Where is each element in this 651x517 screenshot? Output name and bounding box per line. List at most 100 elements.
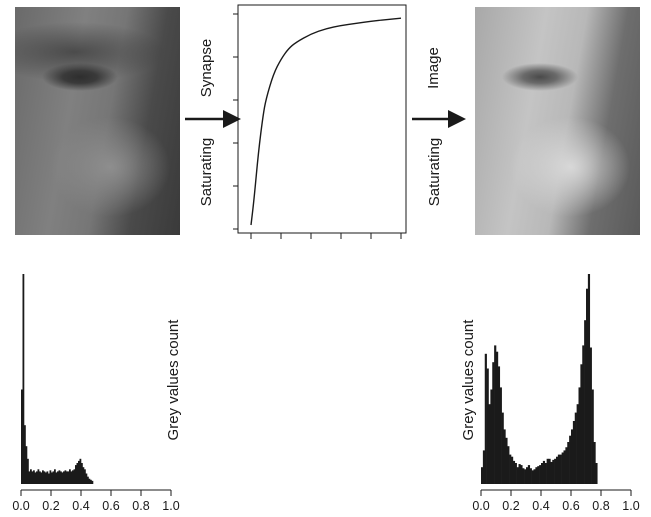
label-saturating-right: Saturating <box>426 137 443 207</box>
hist-left-bar <box>85 473 88 484</box>
label-image: Image <box>425 47 442 89</box>
hist-left-bar <box>37 469 40 484</box>
hist-right-bar <box>522 468 525 484</box>
hist-right-bar <box>484 353 487 484</box>
hist-right-xtick-label: 0.0 <box>472 499 489 513</box>
hist-right-bar <box>527 465 531 484</box>
hist-left-bar <box>75 465 77 484</box>
hist-left-xtick-label: 0.6 <box>102 499 119 513</box>
hist-left-bar <box>63 471 65 484</box>
hist-right-bar <box>505 437 508 484</box>
hist-left-bar <box>49 470 52 484</box>
hist-left-bar <box>58 470 61 484</box>
hist-right-bar <box>572 421 576 484</box>
hist-left-bar <box>79 458 82 484</box>
hist-right-bar <box>586 288 589 484</box>
hist-right-bar <box>571 429 574 484</box>
hist-right-bar <box>552 459 555 484</box>
hist-right-xtick-label: 0.8 <box>592 499 609 513</box>
hist-left-bar <box>45 472 47 484</box>
hist-left-bar <box>39 471 41 484</box>
hist-left-bar <box>30 469 32 484</box>
hist-right-bar <box>587 274 591 484</box>
hist-left-bar <box>33 470 35 484</box>
hist-right-bar <box>576 404 579 484</box>
hist-left-bar <box>54 469 56 484</box>
hist-right-bar <box>492 362 495 484</box>
hist-right-bar <box>554 458 557 484</box>
hist-right-bar <box>595 463 598 484</box>
hist-left-bar <box>88 478 91 484</box>
hist-left-bar <box>72 470 74 484</box>
hist-left-bar <box>82 467 85 484</box>
hist-left-bar <box>66 471 68 484</box>
hist-left-bar <box>69 469 71 484</box>
saturation-curve-line <box>250 17 402 226</box>
hist-left-bar <box>84 469 86 484</box>
hist-left-bar <box>64 470 67 484</box>
hist-left-bar <box>40 472 43 484</box>
hist-right-bar <box>499 387 502 484</box>
hist-right-bar <box>509 454 512 484</box>
hist-right-bar <box>539 465 542 484</box>
saturation-curve-plot <box>233 4 407 239</box>
hist-right-bar <box>567 442 570 484</box>
label-synapse: Synapse <box>198 38 215 98</box>
histogram-saturated: 0.0 0.2 0.4 0.6 0.8 1.0 <box>472 274 640 513</box>
hist-right-bar <box>518 464 521 484</box>
hist-left-bar <box>34 472 37 484</box>
hist-right-bar <box>542 460 546 484</box>
hist-left-bar <box>21 389 23 484</box>
hist-left-bar <box>67 471 70 484</box>
saturated-face-image <box>475 7 640 235</box>
hist-left-bar <box>70 471 73 484</box>
hist-right-xtick-label: 0.2 <box>502 499 519 513</box>
hist-right-bar <box>546 458 549 484</box>
hist-left-bar <box>76 463 79 484</box>
hist-right-bar <box>578 387 581 484</box>
hist-right-bar <box>589 347 592 484</box>
hist-left-bar <box>25 446 28 484</box>
hist-right-bar <box>584 320 587 484</box>
hist-left-bar <box>87 476 89 484</box>
hist-right-bar <box>580 364 583 484</box>
hist-right-bar <box>516 467 519 484</box>
hist-left-bar <box>43 471 46 484</box>
hist-right-bar <box>569 435 572 484</box>
hist-left-bar <box>81 463 83 484</box>
hist-right-bar <box>563 450 566 484</box>
hist-right-bar <box>541 463 544 484</box>
hist-left-bar <box>28 471 31 484</box>
hist-right-bar <box>497 366 501 484</box>
hist-left-xtick-label: 0.2 <box>42 499 59 513</box>
hist-right-bar <box>544 463 547 484</box>
hist-right-xtick-label: 0.6 <box>562 499 579 513</box>
plot-frame <box>237 4 407 234</box>
hist-right-bar <box>481 467 484 484</box>
hist-right-bar <box>482 450 486 484</box>
hist-left-bar <box>31 471 34 484</box>
hist-right-xtick-label: 0.4 <box>532 499 549 513</box>
hist-right-bar <box>526 467 529 484</box>
hist-right-bar <box>565 447 568 484</box>
hist-left-ylabel: Grey values count <box>165 319 182 441</box>
hist-right-bar <box>556 456 559 484</box>
hist-right-bar <box>548 458 551 484</box>
histogram-original: 0.0 0.2 0.4 0.6 0.8 1.0 <box>12 274 180 513</box>
hist-right-bar <box>535 467 538 484</box>
hist-left-xtick-label: 1.0 <box>162 499 179 513</box>
hist-right-bar <box>533 469 536 484</box>
hist-right-bar <box>501 412 504 484</box>
hist-right-bar <box>496 351 499 484</box>
hist-right-bar <box>503 429 506 484</box>
original-face-image <box>15 7 180 235</box>
hist-left-bar <box>36 471 38 484</box>
hist-right-bar <box>511 456 514 484</box>
hist-left-xtick-label: 0.4 <box>72 499 89 513</box>
hist-right-bar <box>582 345 585 484</box>
hist-left-bar <box>55 472 58 484</box>
hist-left-bar <box>46 471 49 484</box>
hist-right-bar <box>486 368 489 484</box>
hist-right-xtick-label: 1.0 <box>622 499 639 513</box>
label-saturating-left: Saturating <box>198 137 215 207</box>
